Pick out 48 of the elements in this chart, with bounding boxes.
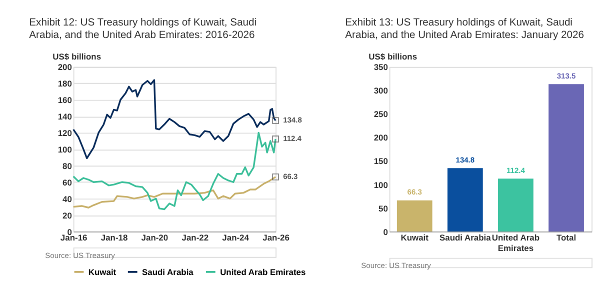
bar [447, 168, 483, 232]
legend-label: Kuwait [88, 266, 116, 277]
x-tick-label: Jan-24 [222, 232, 250, 242]
y-tick-label: 350 [374, 62, 388, 72]
y-tick-label: 180 [58, 78, 72, 89]
y-tick-label: 150 [374, 156, 388, 166]
x-tick-label: United Arab Emirates [492, 232, 540, 253]
x-tick-label: Jan-22 [182, 232, 209, 242]
x-tick-label: Jan-20 [141, 232, 168, 242]
annotation: 66.3 [283, 172, 298, 181]
annotation: 112.4 [283, 134, 302, 143]
x-tick-label: Jan-26 [262, 232, 290, 242]
y-tick-label: 100 [374, 180, 388, 190]
y-tick-label: 200 [374, 132, 388, 143]
data-label: 313.5 [556, 71, 576, 80]
y-axis-title: US$ billions [368, 51, 418, 62]
y-tick-label: 0 [383, 226, 388, 237]
y-tick-label: 250 [374, 109, 388, 120]
y-tick-label: 60 [62, 177, 72, 188]
annotation: 134.8 [283, 115, 302, 124]
data-label: 112.4 [506, 166, 526, 175]
bar [498, 178, 534, 232]
y-tick-label: 50 [378, 203, 388, 214]
x-tick-label: Saudi Arabia [439, 232, 492, 242]
chart-title: Exhibit 12: US Treasury holdings of Kuwait, Saudi Arabia, and the United Arab Emirates: 2016-2026 [29, 18, 256, 41]
y-tick-label: 0 [67, 226, 72, 237]
y-tick-label: 200 [58, 62, 72, 72]
data-label: 134.8 [456, 155, 475, 164]
y-tick-label: 140 [58, 112, 72, 122]
y-tick-label: 300 [374, 86, 388, 96]
y-tick-label: 160 [58, 95, 72, 106]
chart-title: Exhibit 13: US Treasury holdings of Kuwait, Saudi Arabia, and the United Arab Emirates: January 2026 [345, 18, 584, 41]
source-note: Source: US Treasury [361, 261, 432, 270]
y-tick-label: 80 [62, 160, 72, 171]
x-tick-label: Kuwait [400, 232, 429, 242]
x-tick-label: Total [556, 232, 576, 242]
legend-label: United Arab Emirates [220, 266, 306, 277]
bar [548, 84, 584, 232]
y-tick-label: 40 [62, 194, 72, 204]
y-tick-label: 100 [58, 144, 72, 154]
bar [396, 200, 432, 232]
y-tick-label: 120 [58, 128, 72, 138]
legend-label: Saudi Arabia [142, 266, 194, 277]
y-axis-title: US$ billions [52, 51, 102, 62]
x-tick-label: Jan-18 [100, 232, 128, 242]
y-tick-label: 20 [62, 210, 72, 220]
data-label: 66.3 [407, 188, 422, 197]
source-note: Source: US Treasury [45, 250, 116, 260]
